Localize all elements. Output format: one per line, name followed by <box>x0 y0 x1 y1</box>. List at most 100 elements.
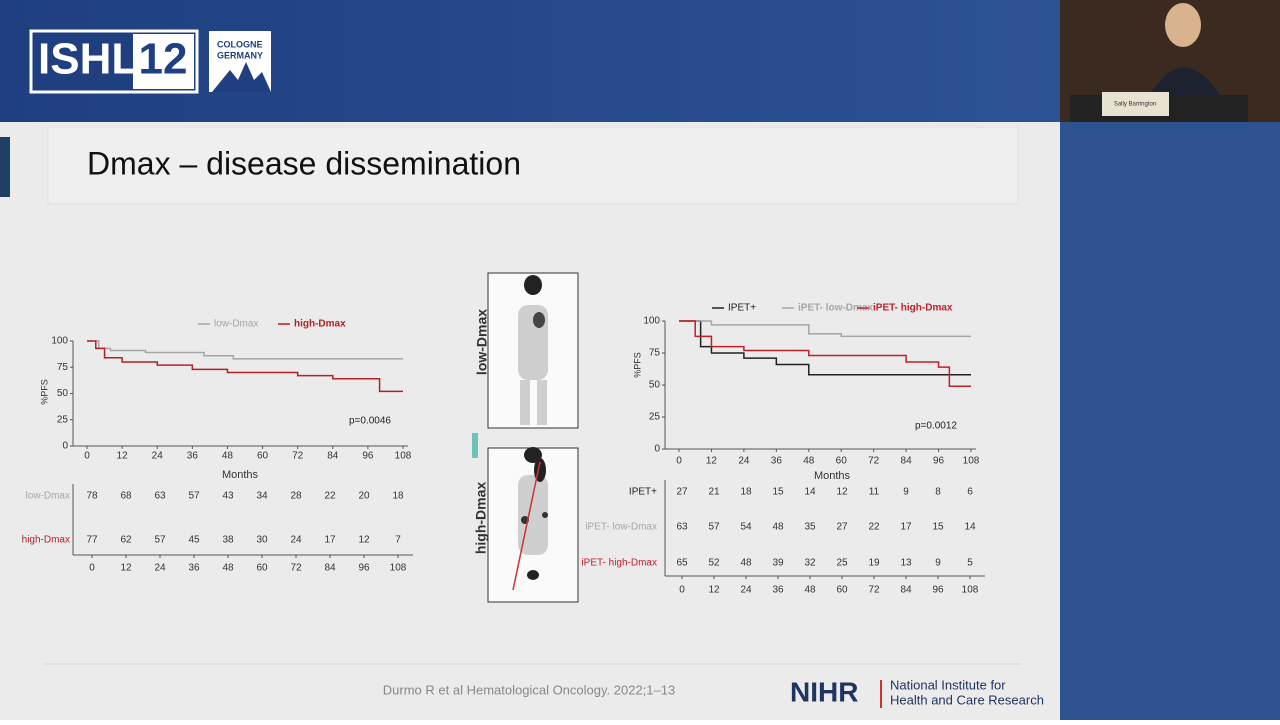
table-tick-label: 84 <box>324 563 336 574</box>
at-risk-count: 19 <box>868 558 880 569</box>
at-risk-count: 78 <box>86 491 98 502</box>
at-risk-count: 17 <box>900 522 912 533</box>
at-risk-count: 11 <box>869 487 880 498</box>
x-axis-label: Months <box>814 470 851 482</box>
x-tick-label: 84 <box>327 451 339 462</box>
at-risk-count: 13 <box>900 558 912 569</box>
at-risk-count: 25 <box>836 558 848 569</box>
at-risk-count: 77 <box>86 535 98 546</box>
legend-label: iPET- high-Dmax <box>873 303 953 314</box>
at-risk-count: 48 <box>772 522 784 533</box>
y-tick-label: 0 <box>62 441 68 452</box>
table-tick-label: 12 <box>708 585 720 596</box>
at-risk-count: 20 <box>358 491 370 502</box>
citation: Durmo R et al Hematological Oncology. 20… <box>383 682 675 697</box>
dmax-line <box>512 461 541 591</box>
at-risk-count: 45 <box>188 535 200 546</box>
at-risk-count: 6 <box>967 487 973 498</box>
table-tick-label: 72 <box>290 563 302 574</box>
at-risk-count: 14 <box>804 487 816 498</box>
legend-label: high-Dmax <box>294 319 346 330</box>
logo-number-box <box>133 34 194 89</box>
at-risk-count: 68 <box>120 491 132 502</box>
x-tick-label: 60 <box>257 451 269 462</box>
at-risk-count: 43 <box>222 491 234 502</box>
y-tick-label: 25 <box>57 414 69 425</box>
table-tick-label: 24 <box>154 563 166 574</box>
nameplate <box>1102 92 1169 116</box>
x-tick-label: 36 <box>187 451 199 462</box>
survival-curve <box>87 340 403 360</box>
at-risk-count: 17 <box>324 535 336 546</box>
at-risk-count: 57 <box>154 535 166 546</box>
at-risk-count: 21 <box>708 487 720 498</box>
x-tick-label: 24 <box>152 451 164 462</box>
at-risk-count: 5 <box>967 558 973 569</box>
at-risk-count: 65 <box>676 558 688 569</box>
y-tick-label: 0 <box>654 444 660 455</box>
at-risk-count: 18 <box>740 487 752 498</box>
at-risk-count: 57 <box>188 491 200 502</box>
table-tick-label: 72 <box>868 585 880 596</box>
table-row-label: IPET+ <box>629 487 657 498</box>
legend-label: IPET+ <box>728 303 756 314</box>
speaker-head <box>1165 3 1201 47</box>
x-tick-label: 108 <box>395 451 412 462</box>
x-tick-label: 72 <box>292 451 304 462</box>
x-tick-label: 12 <box>117 451 129 462</box>
at-risk-count: 63 <box>676 522 688 533</box>
table-tick-label: 24 <box>740 585 752 596</box>
table-row-label: high-Dmax <box>22 535 70 546</box>
at-risk-count: 39 <box>772 558 784 569</box>
y-axis-label: %PFS <box>39 379 49 405</box>
table-tick-label: 96 <box>932 585 944 596</box>
x-tick-label: 96 <box>362 451 374 462</box>
p-value: p=0.0046 <box>349 416 391 427</box>
y-tick-label: 50 <box>57 388 69 399</box>
x-tick-label: 72 <box>868 456 880 467</box>
at-risk-count: 22 <box>324 491 336 502</box>
at-risk-count: 15 <box>932 522 944 533</box>
x-tick-label: 48 <box>222 451 234 462</box>
x-axis-label: Months <box>222 469 259 481</box>
table-tick-label: 0 <box>679 585 685 596</box>
x-tick-label: 48 <box>803 456 815 467</box>
at-risk-count: 7 <box>395 535 401 546</box>
y-tick-label: 100 <box>643 316 660 327</box>
at-risk-count: 9 <box>903 487 909 498</box>
skyline <box>212 62 271 92</box>
table-tick-label: 108 <box>390 563 407 574</box>
table-tick-label: 12 <box>120 563 132 574</box>
table-tick-label: 60 <box>836 585 848 596</box>
y-tick-label: 50 <box>649 380 661 391</box>
table-tick-label: 108 <box>962 585 979 596</box>
at-risk-count: 8 <box>935 487 941 498</box>
at-risk-count: 28 <box>290 491 302 502</box>
survival-curve <box>679 320 971 338</box>
table-row-label: low-Dmax <box>26 491 70 502</box>
image-label: low-Dmax <box>474 309 490 375</box>
pet-body <box>518 275 548 580</box>
table-tick-label: 36 <box>772 585 784 596</box>
at-risk-count: 12 <box>358 535 370 546</box>
image-label: high-Dmax <box>473 482 489 555</box>
accent <box>472 433 478 458</box>
table-tick-label: 84 <box>900 585 912 596</box>
at-risk-count: 27 <box>836 522 848 533</box>
at-risk-count: 34 <box>256 491 268 502</box>
at-risk-count: 15 <box>772 487 784 498</box>
at-risk-count: 30 <box>256 535 268 546</box>
at-risk-count: 14 <box>964 522 976 533</box>
p-value: p=0.0012 <box>915 421 957 432</box>
at-risk-count: 48 <box>740 558 752 569</box>
slide-title: Dmax – disease dissemination <box>87 145 521 181</box>
table-row-label: iPET- low-Dmax <box>585 522 657 533</box>
x-tick-label: 36 <box>771 456 783 467</box>
at-risk-count: 27 <box>676 487 688 498</box>
at-risk-count: 54 <box>740 522 752 533</box>
side-panel <box>1060 122 1280 720</box>
x-tick-label: 96 <box>933 456 945 467</box>
location: COLOGNE <box>217 39 263 49</box>
survival-curve <box>679 320 971 388</box>
